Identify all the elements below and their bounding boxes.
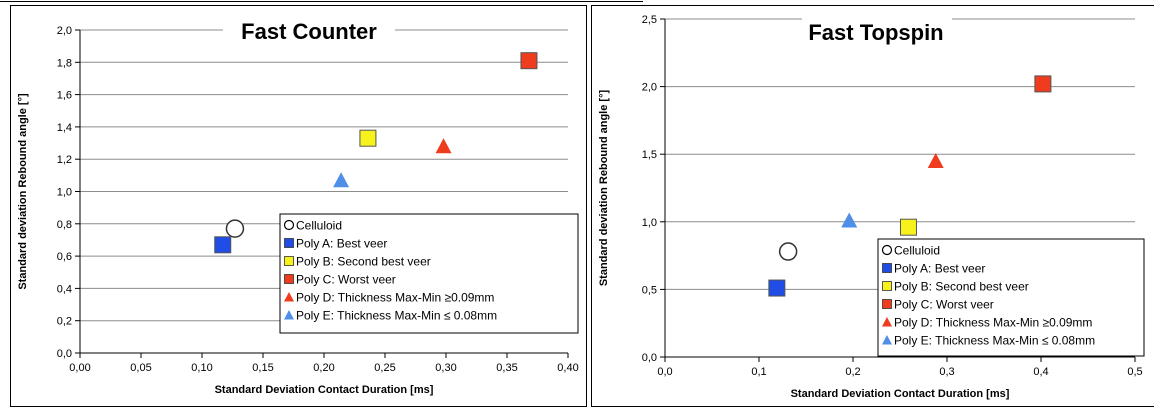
y-tick-label: 1,2 bbox=[57, 154, 72, 166]
data-point-poly-b-second-best-veer bbox=[359, 129, 377, 147]
legend-label-poly-c-worst-veer: Poly C: Worst veer bbox=[296, 273, 396, 287]
x-tick-label: 0,2 bbox=[845, 366, 860, 378]
x-tick-label: 0,20 bbox=[313, 362, 334, 374]
data-point-poly-c-worst-veer bbox=[520, 52, 538, 70]
y-tick-label: 0,0 bbox=[57, 348, 72, 360]
x-axis-label: Standard Deviation Contact Duration [ms] bbox=[791, 388, 1010, 400]
data-point-poly-d-thickness-max-min-0-09mm bbox=[927, 152, 944, 168]
chart-fast-counter: 0,0 0,2 0,4 0,6 0,8 1,0 1,2 1,4 1,6 1,8 2,0 0,00 0,0… bbox=[17, 16, 579, 396]
y-axis-label: Standard deviation Rebound angle [°] bbox=[598, 90, 610, 287]
legend-label-poly-e-thickness-max-min-0-08mm: Poly E: Thickness Max-Min ≤ 0.08mm bbox=[296, 309, 497, 323]
legend-marker-poly-b-second-best-veer bbox=[284, 256, 294, 266]
x-tick-label: 0,3 bbox=[939, 366, 954, 378]
y-tick-label: 1,0 bbox=[642, 217, 657, 229]
legend-box bbox=[279, 213, 579, 334]
y-tick-label: 1,0 bbox=[57, 187, 72, 199]
legend-label-celluloid: Celluloid bbox=[894, 244, 940, 258]
legend-box bbox=[877, 238, 1145, 357]
y-tick-label: 0,4 bbox=[57, 283, 72, 295]
chart-fast-topspin: 0,0 0,5 1,0 1,5 2,0 2,5 0,0 0,1 0,2 0,3 0,4 0,5 Stan… bbox=[598, 14, 1145, 400]
legend-label-poly-d-thickness-max-min-0-09mm: Poly D: Thickness Max-Min ≥0.09mm bbox=[296, 291, 494, 305]
legend-label-poly-d-thickness-max-min-0-09mm: Poly D: Thickness Max-Min ≥0.09mm bbox=[894, 316, 1092, 330]
legend-label-poly-a-best-veer: Poly A: Best veer bbox=[296, 237, 387, 251]
y-tick-label: 1,4 bbox=[57, 122, 72, 134]
legend-marker-poly-a-best-veer bbox=[284, 238, 294, 248]
legend-marker-poly-c-worst-veer bbox=[882, 299, 892, 309]
y-tick-label: 1,5 bbox=[642, 149, 657, 161]
title-background bbox=[802, 17, 952, 49]
data-point-celluloid bbox=[778, 242, 798, 261]
x-tick-label: 0,30 bbox=[435, 362, 456, 374]
y-tick-label: 0,6 bbox=[57, 251, 72, 263]
legend-marker-poly-b-second-best-veer bbox=[882, 281, 892, 291]
chart-title: Fast Counter bbox=[241, 19, 377, 44]
data-point-poly-d-thickness-max-min-0-09mm bbox=[435, 138, 452, 154]
x-tick-label: 0,15 bbox=[252, 362, 273, 374]
legend-label-poly-b-second-best-veer: Poly B: Second best veer bbox=[296, 255, 431, 269]
chart-title: Fast Topspin bbox=[808, 20, 943, 45]
data-point-poly-e-thickness-max-min-0-08mm bbox=[333, 172, 350, 188]
x-tick-label: 0,05 bbox=[130, 362, 151, 374]
y-tick-label: 1,6 bbox=[57, 90, 72, 102]
title-background bbox=[223, 16, 395, 48]
legend-marker-poly-d-thickness-max-min-0-09mm bbox=[882, 317, 892, 327]
x-tick-label: 0,4 bbox=[1033, 366, 1048, 378]
x-tick-label: 0,0 bbox=[657, 366, 672, 378]
legend-marker-poly-a-best-veer bbox=[882, 263, 892, 273]
x-tick-label: 0,5 bbox=[1127, 366, 1142, 378]
legend-marker-poly-d-thickness-max-min-0-09mm bbox=[284, 292, 294, 302]
x-tick-label: 0,25 bbox=[374, 362, 395, 374]
x-tick-label: 0,35 bbox=[496, 362, 517, 374]
x-tick-label: 0,1 bbox=[751, 366, 766, 378]
data-point-poly-a-best-veer bbox=[214, 236, 232, 254]
y-tick-label: 0,8 bbox=[57, 219, 72, 231]
y-axis-label: Standard deviation Rebound angle [°] bbox=[17, 93, 29, 290]
legend-label-poly-a-best-veer: Poly A: Best veer bbox=[894, 262, 985, 276]
data-point-poly-c-worst-veer bbox=[1034, 75, 1052, 93]
legend-marker-celluloid bbox=[881, 244, 893, 256]
x-axis-label: Standard Deviation Contact Duration [ms] bbox=[215, 384, 434, 396]
legend-marker-poly-e-thickness-max-min-0-08mm bbox=[284, 310, 294, 320]
y-tick-label: 2,0 bbox=[57, 25, 72, 37]
y-tick-label: 2,5 bbox=[642, 14, 657, 26]
legend-label-celluloid: Celluloid bbox=[296, 219, 342, 233]
legend-label-poly-c-worst-veer: Poly C: Worst veer bbox=[894, 298, 994, 312]
legend-marker-celluloid bbox=[283, 219, 295, 231]
legend-label-poly-e-thickness-max-min-0-08mm: Poly E: Thickness Max-Min ≤ 0.08mm bbox=[894, 334, 1095, 348]
y-tick-label: 1,8 bbox=[57, 57, 72, 69]
chart-panel-fast-counter: 0,0 0,2 0,4 0,6 0,8 1,0 1,2 1,4 1,6 1,8 2,0 0,00 0,0… bbox=[10, 5, 587, 407]
x-tick-label: 0,40 bbox=[557, 362, 578, 374]
data-point-poly-e-thickness-max-min-0-08mm bbox=[841, 212, 858, 228]
chart-panel-fast-topspin: 0,0 0,5 1,0 1,5 2,0 2,5 0,0 0,1 0,2 0,3 0,4 0,5 Stan… bbox=[591, 5, 1154, 407]
data-point-celluloid bbox=[225, 219, 245, 238]
y-tick-label: 0,0 bbox=[642, 352, 657, 364]
data-point-poly-a-best-veer bbox=[768, 279, 786, 297]
x-tick-label: 0,00 bbox=[69, 362, 90, 374]
y-tick-label: 2,0 bbox=[642, 82, 657, 94]
legend-marker-poly-e-thickness-max-min-0-08mm bbox=[882, 335, 892, 345]
data-point-poly-b-second-best-veer bbox=[899, 218, 917, 236]
legend-marker-poly-c-worst-veer bbox=[284, 274, 294, 284]
top-rule bbox=[0, 1, 643, 2]
y-tick-label: 0,2 bbox=[57, 316, 72, 328]
y-tick-label: 0,5 bbox=[642, 284, 657, 296]
x-tick-label: 0,10 bbox=[191, 362, 212, 374]
legend-label-poly-b-second-best-veer: Poly B: Second best veer bbox=[894, 280, 1029, 294]
